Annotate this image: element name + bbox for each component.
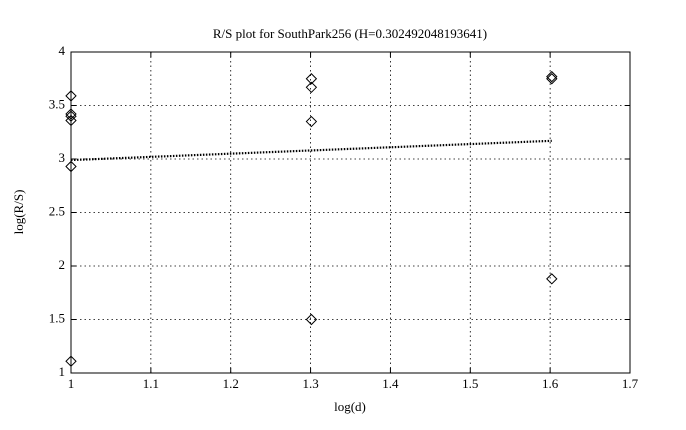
data-point [65, 108, 77, 120]
x-tick-label: 1.6 [542, 376, 559, 391]
y-tick-label: 3 [59, 150, 66, 165]
data-point [546, 273, 558, 285]
data-point [65, 90, 77, 102]
y-tick-label: 2 [59, 257, 66, 272]
y-axis-label: log(R/S) [11, 190, 26, 235]
x-tick-label: 1.4 [382, 376, 399, 391]
data-point [305, 313, 318, 326]
data-point [65, 114, 77, 127]
x-tick-label: 1.2 [223, 376, 239, 391]
data-point [305, 73, 318, 85]
x-tick-label: 1.1 [143, 376, 159, 391]
x-tick-label: 1 [68, 376, 75, 391]
data-point [305, 81, 318, 94]
y-tick-label: 4 [59, 43, 66, 58]
y-tick-label: 1.5 [49, 310, 65, 325]
x-tick-label: 1.7 [622, 376, 639, 391]
data-point [546, 70, 558, 83]
fit-line [70, 139, 552, 162]
data-point [65, 160, 77, 173]
y-tick-label: 1 [59, 364, 66, 379]
chart-title: R/S plot for SouthPark256 (H=0.302492048… [213, 26, 487, 41]
plot-frame [70, 51, 631, 374]
data-point [546, 73, 558, 85]
y-tick-label: 2.5 [49, 203, 65, 218]
data-point [65, 110, 77, 122]
data-point [305, 115, 318, 128]
x-axis-label: log(d) [334, 399, 366, 414]
y-tick-label: 3.5 [49, 96, 65, 111]
x-tick-label: 1.3 [302, 376, 318, 391]
x-tick-label: 1.5 [462, 376, 478, 391]
data-point [65, 355, 77, 367]
